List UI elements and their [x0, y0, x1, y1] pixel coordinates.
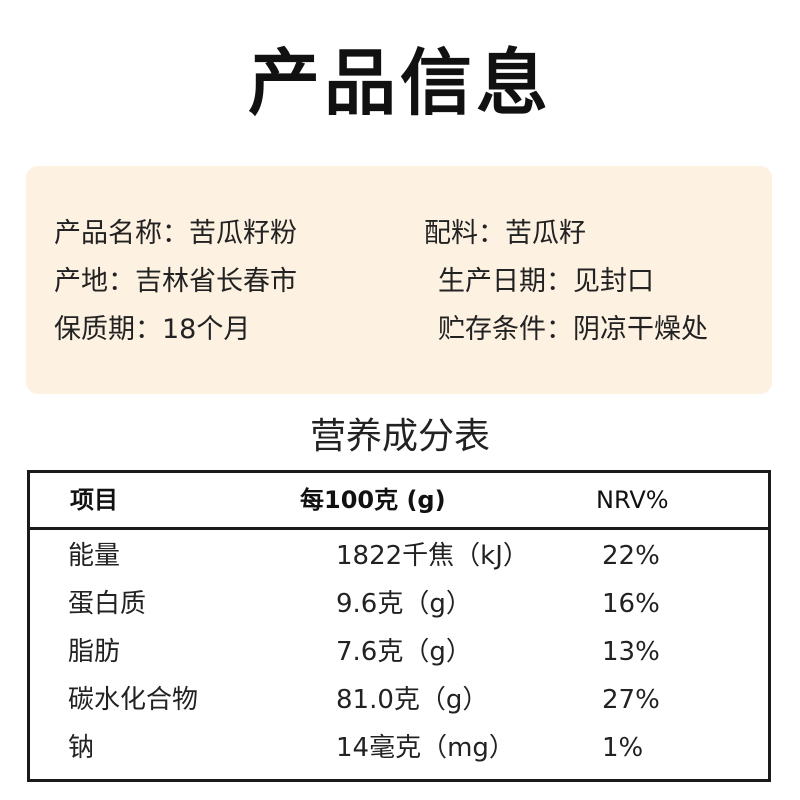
- table-row: 蛋白质 9.6克（g） 16%: [30, 581, 768, 627]
- shelf-life: 保质期：18个月: [54, 314, 251, 345]
- nutrient-nrv: 16%: [602, 589, 660, 619]
- nutrient-name: 能量: [68, 541, 121, 571]
- table-row: 钠 14毫克（mg） 1%: [30, 725, 768, 771]
- info-row: 产品名称：苦瓜籽粉 配料：苦瓜籽: [26, 214, 772, 254]
- nutrient-value: 14毫克（mg）: [336, 733, 515, 763]
- table-row: 脂肪 7.6克（g） 13%: [30, 629, 768, 675]
- table-row: 能量 1822千焦（kJ） 22%: [30, 533, 768, 579]
- info-row: 保质期：18个月 贮存条件：阴凉干燥处: [26, 310, 772, 350]
- nutrient-value: 7.6克（g）: [336, 637, 472, 667]
- header-per-100g: 每100克 (g): [300, 486, 446, 514]
- nutrient-value: 1822千焦（kJ）: [336, 541, 529, 571]
- storage-conditions: 贮存条件：阴凉干燥处: [438, 314, 708, 345]
- nutrient-value: 9.6克（g）: [336, 589, 472, 619]
- nutrition-table: 项目 每100克 (g) NRV% 能量 1822千焦（kJ） 22% 蛋白质 …: [27, 470, 771, 782]
- product-info-card: 产品名称：苦瓜籽粉 配料：苦瓜籽 产地：吉林省长春市 生产日期：见封口 保质期：…: [26, 166, 772, 394]
- nutrient-value: 81.0克（g）: [336, 685, 489, 715]
- nutrient-name: 脂肪: [68, 637, 121, 667]
- page-title: 产品信息: [247, 41, 552, 125]
- nutrient-nrv: 1%: [602, 733, 644, 763]
- table-row: 碳水化合物 81.0克（g） 27%: [30, 677, 768, 723]
- nutrient-name: 蛋白质: [68, 589, 147, 619]
- nutrition-table-title: 营养成分表: [309, 416, 490, 457]
- header-nrv: NRV%: [596, 486, 669, 514]
- nutrition-table-header: 项目 每100克 (g) NRV%: [30, 473, 768, 530]
- info-row: 产地：吉林省长春市 生产日期：见封口: [26, 262, 772, 302]
- production-date: 生产日期：见封口: [438, 266, 654, 297]
- nutrient-nrv: 13%: [602, 637, 660, 667]
- ingredients: 配料：苦瓜籽: [424, 218, 586, 249]
- nutrient-name: 碳水化合物: [68, 685, 199, 715]
- nutrient-nrv: 27%: [602, 685, 660, 715]
- header-item: 项目: [70, 486, 118, 514]
- nutrient-name: 钠: [68, 733, 95, 763]
- origin: 产地：吉林省长春市: [54, 266, 297, 297]
- nutrient-nrv: 22%: [602, 541, 660, 571]
- product-name: 产品名称：苦瓜籽粉: [54, 218, 297, 249]
